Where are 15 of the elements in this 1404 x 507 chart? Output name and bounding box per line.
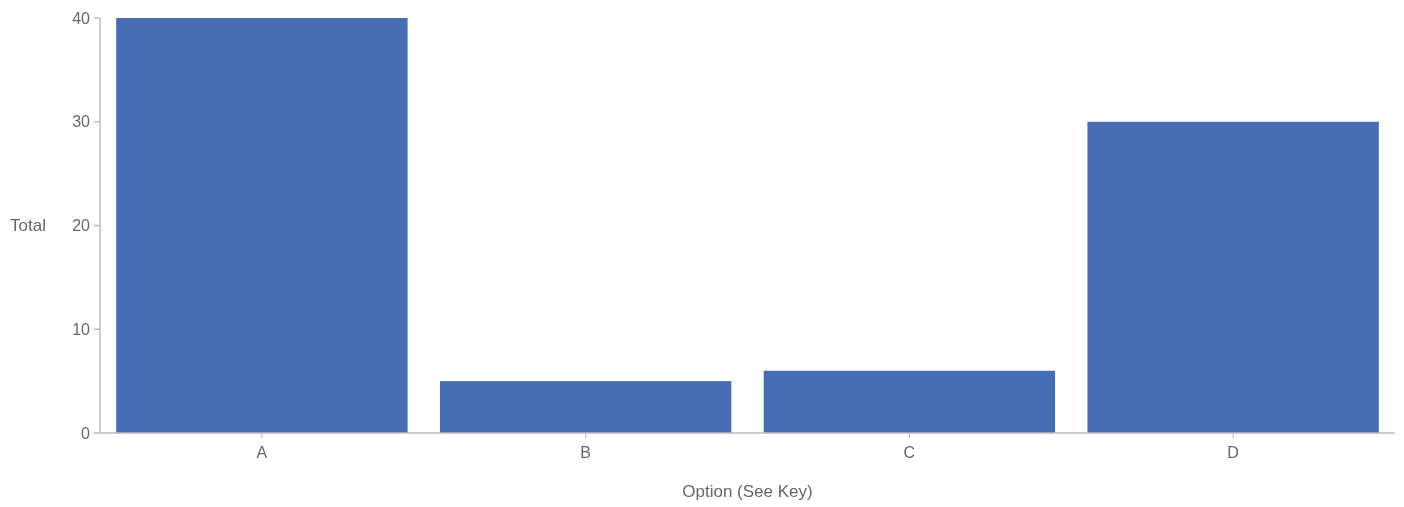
y-axis-title: Total	[10, 216, 46, 236]
x-tick-label: C	[903, 444, 916, 461]
bar	[763, 370, 1056, 433]
bar	[439, 381, 732, 433]
y-tick-label: 20	[72, 217, 91, 235]
bar	[1087, 121, 1379, 433]
x-axis-title: Option (See Key)	[682, 482, 813, 501]
y-tick-label: 40	[72, 9, 91, 27]
bar	[116, 18, 408, 433]
y-tick-label: 0	[81, 424, 91, 442]
y-tick-label: 30	[72, 113, 91, 131]
x-tick-label: D	[1227, 444, 1239, 461]
x-tick-label: B	[580, 444, 591, 461]
x-tick-label: A	[256, 444, 268, 461]
y-tick-label: 10	[72, 320, 91, 338]
